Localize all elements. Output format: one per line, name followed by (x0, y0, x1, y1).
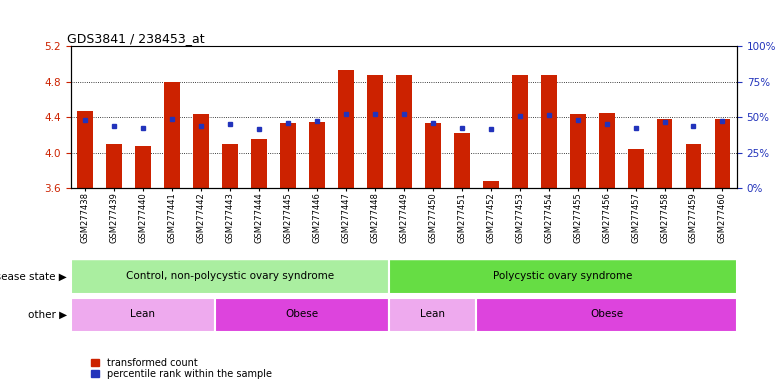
Bar (251, 139, 267, 188)
Bar (396, 75, 412, 188)
Text: GDS3841 / 238453_at: GDS3841 / 238453_at (67, 32, 205, 45)
Text: Polycystic ovary syndrome: Polycystic ovary syndrome (493, 271, 633, 281)
Bar (541, 75, 557, 188)
Bar (164, 81, 180, 188)
Bar (71, 259, 390, 294)
Bar (390, 298, 476, 332)
Bar (627, 149, 644, 188)
Bar (656, 119, 673, 188)
Bar (599, 113, 615, 188)
Bar (390, 259, 737, 294)
Bar (216, 298, 390, 332)
Text: other ▶: other ▶ (27, 310, 67, 320)
Bar (570, 114, 586, 188)
Bar (685, 144, 702, 188)
Bar (309, 122, 325, 188)
Bar (222, 144, 238, 188)
Bar (454, 133, 470, 188)
Bar (135, 146, 151, 188)
Text: Obese: Obese (590, 309, 623, 319)
Bar (367, 75, 383, 188)
Text: Lean: Lean (130, 309, 155, 319)
Bar (714, 119, 731, 188)
Bar (425, 123, 441, 188)
Legend: transformed count, percentile rank within the sample: transformed count, percentile rank withi… (91, 358, 272, 379)
Bar (193, 114, 209, 188)
Bar (476, 298, 737, 332)
Bar (338, 70, 354, 188)
Text: Obese: Obese (286, 309, 319, 319)
Bar (77, 111, 93, 188)
Bar (512, 75, 528, 188)
Text: Control, non-polycystic ovary syndrome: Control, non-polycystic ovary syndrome (126, 271, 334, 281)
Bar (280, 123, 296, 188)
Bar (483, 181, 499, 188)
Bar (106, 144, 122, 188)
Text: Lean: Lean (420, 309, 445, 319)
Bar (71, 298, 216, 332)
Text: disease state ▶: disease state ▶ (0, 271, 67, 281)
